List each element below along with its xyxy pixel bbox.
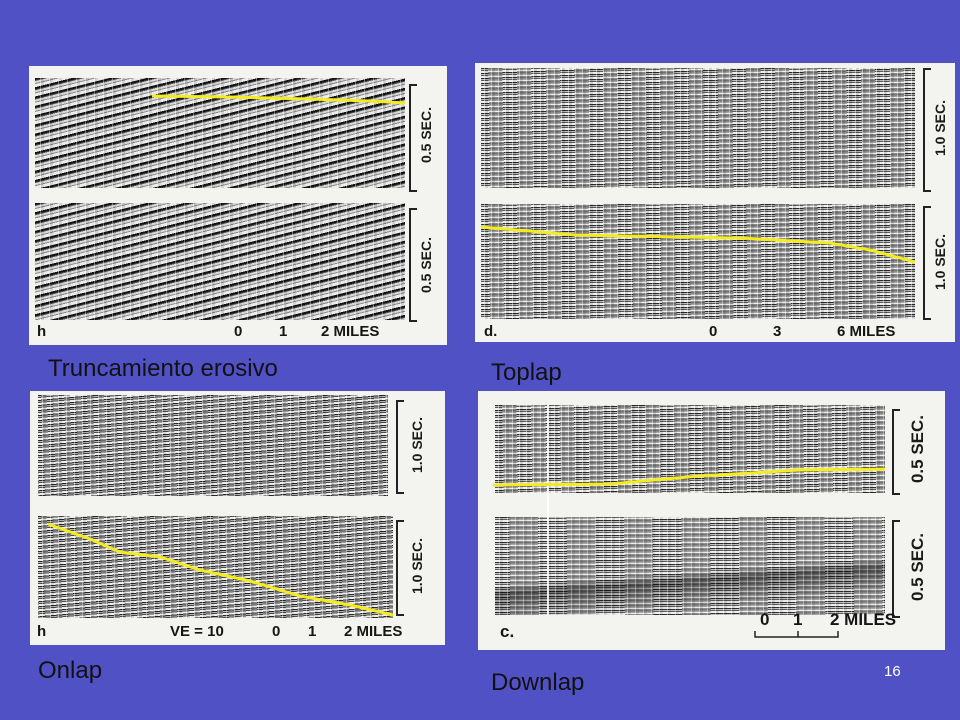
distance-tick: 1 xyxy=(793,610,803,629)
horizon-line xyxy=(47,522,394,617)
time-scale-bracket-lower xyxy=(396,520,404,616)
seismic-panel-onlap: 1.0 SEC. 1.0 SEC. h VE = 10 0 1 2 MILES xyxy=(30,391,445,645)
downlap-surface-line xyxy=(492,467,886,487)
distance-tick: 2 MILES xyxy=(321,323,380,340)
toplap-surface-line xyxy=(480,225,916,264)
page-number: 16 xyxy=(884,663,901,680)
horizon-line xyxy=(480,225,916,264)
caption-truncation: Truncamiento erosivo xyxy=(48,355,278,382)
time-scale-bracket-upper xyxy=(396,400,404,494)
figure-letter: h xyxy=(37,623,47,640)
caption-onlap: Onlap xyxy=(38,657,103,684)
time-scale-bracket-upper xyxy=(892,409,900,495)
distance-scale-bar xyxy=(754,631,839,638)
caption-downlap: Downlap xyxy=(491,669,585,696)
seismic-section-upper xyxy=(481,68,915,188)
distance-tick: 0 xyxy=(234,323,243,340)
distance-tick: 0 xyxy=(760,610,770,629)
distance-tick: 6 MILES xyxy=(837,323,896,340)
time-scale-bracket-upper xyxy=(409,84,417,192)
vertical-exaggeration-label: VE = 10 xyxy=(170,623,224,640)
white-marker-line xyxy=(547,517,549,615)
figure-letter: d. xyxy=(484,323,498,340)
seismic-panel-truncation: 0.5 SEC. 0.5 SEC. h 0 1 2 MILES xyxy=(29,66,447,345)
distance-tick: 1 xyxy=(308,623,317,640)
horizon-line xyxy=(492,467,886,487)
caption-toplap: Toplap xyxy=(491,359,562,386)
time-scale-bracket-lower xyxy=(923,206,931,320)
seismic-panel-downlap: 0.5 SEC. 0.5 SEC. c. 0 1 2 MILES xyxy=(478,391,945,650)
figure-letter: c. xyxy=(500,622,515,641)
seismic-panel-toplap: 1.0 SEC. 1.0 SEC. d. 0 3 6 MILES xyxy=(475,63,955,342)
seismic-section-lower xyxy=(481,204,915,319)
seismic-section-upper xyxy=(38,395,388,496)
distance-tick: 3 xyxy=(773,323,782,340)
white-marker-line xyxy=(547,405,549,615)
time-scale-bracket-upper xyxy=(923,68,931,192)
time-scale-bracket-lower xyxy=(409,208,417,322)
distance-tick: 1 xyxy=(279,323,288,340)
truncation-surface-line xyxy=(151,94,406,105)
onlap-surface-line xyxy=(47,522,394,617)
distance-tick: 2 MILES xyxy=(344,623,403,640)
horizon-line xyxy=(151,94,406,105)
seismic-section-lower xyxy=(35,203,405,320)
distance-tick: 0 xyxy=(709,323,718,340)
time-scale-bracket-lower xyxy=(892,520,900,618)
distance-tick: 0 xyxy=(272,623,281,640)
seismic-section-lower xyxy=(495,517,885,615)
figure-letter: h xyxy=(37,323,47,340)
distance-tick: 2 MILES xyxy=(830,610,897,629)
